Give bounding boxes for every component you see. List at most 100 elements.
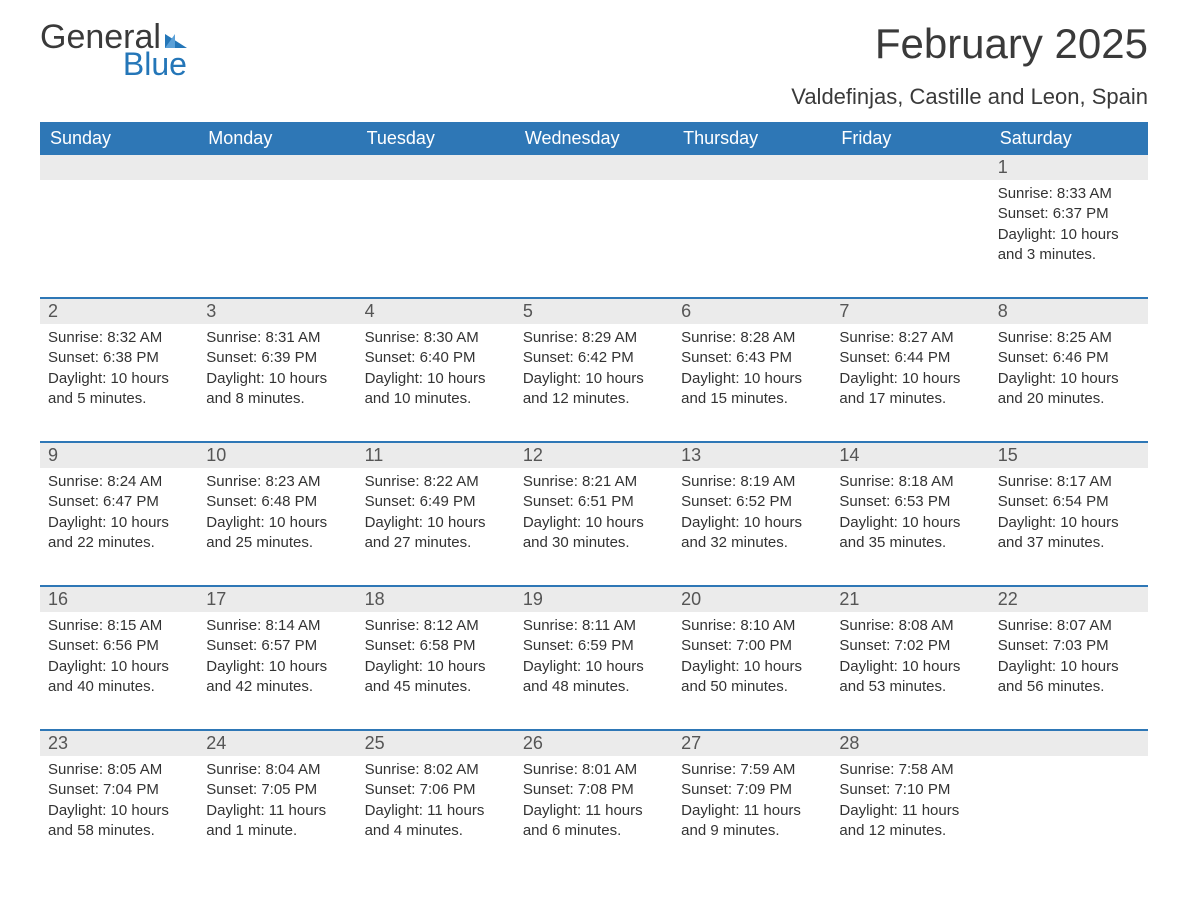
sunset-line: Sunset: 7:03 PM [998,636,1140,656]
daylight-line: Daylight: 10 hours and 20 minutes. [998,369,1140,410]
day-number: 23 [40,731,198,756]
day-cell: Sunrise: 8:19 AMSunset: 6:52 PMDaylight:… [673,468,831,561]
sunrise-line: Sunrise: 8:18 AM [839,472,981,492]
sunset-line: Sunset: 7:02 PM [839,636,981,656]
day-cell: Sunrise: 8:21 AMSunset: 6:51 PMDaylight:… [515,468,673,561]
day-number: 5 [515,299,673,324]
sunrise-line: Sunrise: 8:29 AM [523,328,665,348]
daylight-line: Daylight: 10 hours and 45 minutes. [365,657,507,698]
empty-cell [198,180,356,273]
day-number [515,155,673,180]
sunset-line: Sunset: 6:59 PM [523,636,665,656]
weekday-wednesday: Wednesday [515,122,673,155]
sunrise-line: Sunrise: 8:30 AM [365,328,507,348]
weekday-friday: Friday [831,122,989,155]
daylight-line: Daylight: 10 hours and 10 minutes. [365,369,507,410]
daylight-line: Daylight: 10 hours and 40 minutes. [48,657,190,698]
sunrise-line: Sunrise: 8:19 AM [681,472,823,492]
week-row: 2345678Sunrise: 8:32 AMSunset: 6:38 PMDa… [40,297,1148,417]
day-number [40,155,198,180]
day-cell: Sunrise: 8:24 AMSunset: 6:47 PMDaylight:… [40,468,198,561]
day-number: 21 [831,587,989,612]
day-number: 13 [673,443,831,468]
day-cell: Sunrise: 8:11 AMSunset: 6:59 PMDaylight:… [515,612,673,705]
empty-cell [40,180,198,273]
daylight-line: Daylight: 10 hours and 50 minutes. [681,657,823,698]
daylight-line: Daylight: 10 hours and 58 minutes. [48,801,190,842]
sunrise-line: Sunrise: 8:01 AM [523,760,665,780]
title-block: February 2025 Valdefinjas, Castille and … [791,20,1148,118]
day-cell: Sunrise: 7:59 AMSunset: 7:09 PMDaylight:… [673,756,831,849]
day-cell: Sunrise: 8:02 AMSunset: 7:06 PMDaylight:… [357,756,515,849]
day-cell: Sunrise: 8:23 AMSunset: 6:48 PMDaylight:… [198,468,356,561]
sunset-line: Sunset: 7:10 PM [839,780,981,800]
sunrise-line: Sunrise: 8:28 AM [681,328,823,348]
sunrise-line: Sunrise: 8:02 AM [365,760,507,780]
day-number: 24 [198,731,356,756]
daylight-line: Daylight: 11 hours and 1 minute. [206,801,348,842]
day-cell: Sunrise: 8:25 AMSunset: 6:46 PMDaylight:… [990,324,1148,417]
sunset-line: Sunset: 6:39 PM [206,348,348,368]
sunset-line: Sunset: 6:48 PM [206,492,348,512]
daynum-row: 16171819202122 [40,587,1148,612]
day-number: 18 [357,587,515,612]
sunrise-line: Sunrise: 8:22 AM [365,472,507,492]
sunset-line: Sunset: 6:44 PM [839,348,981,368]
day-cell: Sunrise: 8:31 AMSunset: 6:39 PMDaylight:… [198,324,356,417]
sunrise-line: Sunrise: 8:12 AM [365,616,507,636]
month-title: February 2025 [791,20,1148,68]
daynum-row: 2345678 [40,299,1148,324]
day-number: 2 [40,299,198,324]
day-number: 12 [515,443,673,468]
sunrise-line: Sunrise: 8:15 AM [48,616,190,636]
day-cell: Sunrise: 8:29 AMSunset: 6:42 PMDaylight:… [515,324,673,417]
daylight-line: Daylight: 10 hours and 32 minutes. [681,513,823,554]
sunrise-line: Sunrise: 8:14 AM [206,616,348,636]
sunrise-line: Sunrise: 8:08 AM [839,616,981,636]
day-cell: Sunrise: 8:30 AMSunset: 6:40 PMDaylight:… [357,324,515,417]
day-cell: Sunrise: 8:14 AMSunset: 6:57 PMDaylight:… [198,612,356,705]
day-number: 1 [990,155,1148,180]
weekday-header-row: SundayMondayTuesdayWednesdayThursdayFrid… [40,122,1148,155]
empty-cell [673,180,831,273]
daylight-line: Daylight: 10 hours and 56 minutes. [998,657,1140,698]
empty-cell [990,756,1148,849]
sunset-line: Sunset: 6:38 PM [48,348,190,368]
day-number: 28 [831,731,989,756]
sunset-line: Sunset: 6:58 PM [365,636,507,656]
sunrise-line: Sunrise: 8:07 AM [998,616,1140,636]
day-cell: Sunrise: 8:28 AMSunset: 6:43 PMDaylight:… [673,324,831,417]
day-number: 6 [673,299,831,324]
day-number: 16 [40,587,198,612]
sunrise-line: Sunrise: 7:59 AM [681,760,823,780]
day-cell: Sunrise: 8:33 AMSunset: 6:37 PMDaylight:… [990,180,1148,273]
logo: General Blue [40,20,187,80]
weeks-container: 1Sunrise: 8:33 AMSunset: 6:37 PMDaylight… [40,155,1148,849]
daylight-line: Daylight: 10 hours and 27 minutes. [365,513,507,554]
sunset-line: Sunset: 6:57 PM [206,636,348,656]
day-cell: Sunrise: 8:27 AMSunset: 6:44 PMDaylight:… [831,324,989,417]
sunrise-line: Sunrise: 8:11 AM [523,616,665,636]
day-number: 14 [831,443,989,468]
sunset-line: Sunset: 6:54 PM [998,492,1140,512]
day-number [990,731,1148,756]
sunrise-line: Sunrise: 8:24 AM [48,472,190,492]
weekday-tuesday: Tuesday [357,122,515,155]
day-number: 22 [990,587,1148,612]
week-row: 232425262728Sunrise: 8:05 AMSunset: 7:04… [40,729,1148,849]
sunrise-line: Sunrise: 8:17 AM [998,472,1140,492]
day-cell: Sunrise: 7:58 AMSunset: 7:10 PMDaylight:… [831,756,989,849]
day-cell: Sunrise: 8:12 AMSunset: 6:58 PMDaylight:… [357,612,515,705]
day-number [198,155,356,180]
daylight-line: Daylight: 10 hours and 22 minutes. [48,513,190,554]
empty-cell [515,180,673,273]
calendar: SundayMondayTuesdayWednesdayThursdayFrid… [40,122,1148,849]
sunrise-line: Sunrise: 8:33 AM [998,184,1140,204]
day-cell: Sunrise: 8:22 AMSunset: 6:49 PMDaylight:… [357,468,515,561]
day-cell: Sunrise: 8:08 AMSunset: 7:02 PMDaylight:… [831,612,989,705]
daylight-line: Daylight: 10 hours and 17 minutes. [839,369,981,410]
header: General Blue February 2025 Valdefinjas, … [40,20,1148,118]
weekday-sunday: Sunday [40,122,198,155]
location: Valdefinjas, Castille and Leon, Spain [791,84,1148,110]
sunset-line: Sunset: 6:40 PM [365,348,507,368]
